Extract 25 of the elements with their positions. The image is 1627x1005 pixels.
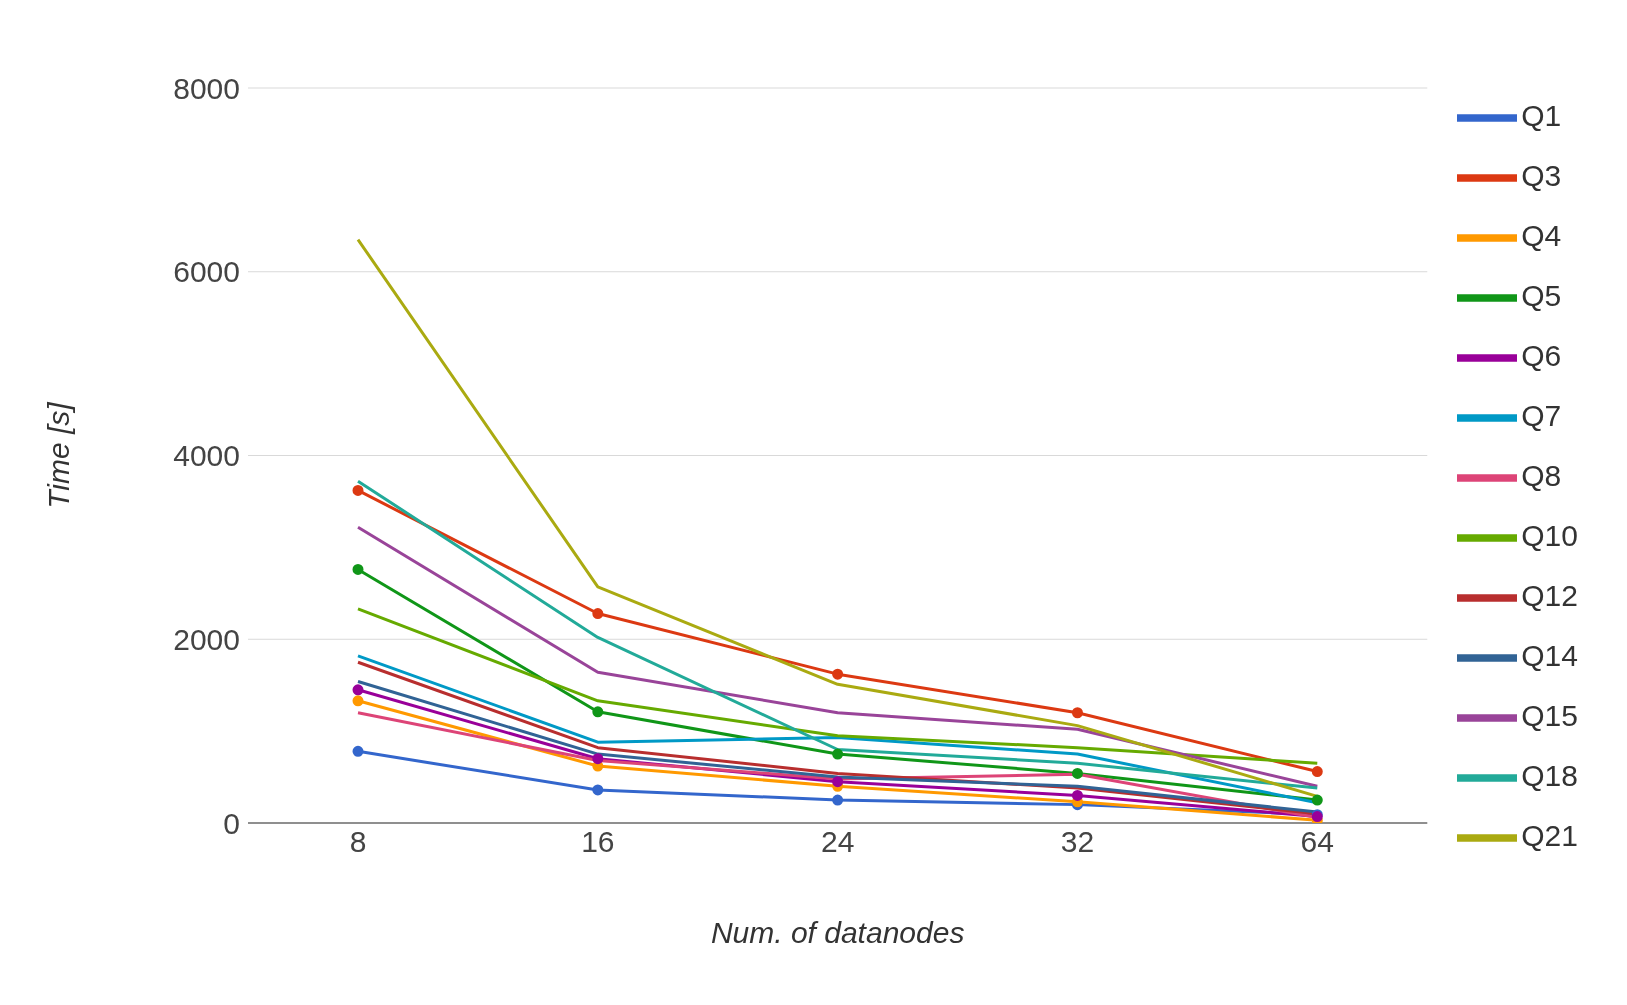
legend-label: Q1: [1521, 98, 1562, 132]
legend-label: Q15: [1521, 698, 1578, 732]
legend-label: Q10: [1521, 518, 1578, 552]
y-tick-label: 2000: [173, 622, 240, 656]
y-axis-title: Time [s]: [41, 401, 75, 509]
legend-label: Q6: [1521, 338, 1562, 372]
y-tick-label: 4000: [173, 439, 240, 473]
legend-label: Q12: [1521, 578, 1578, 612]
y-tick-label: 0: [223, 806, 240, 840]
legend-label: Q7: [1521, 398, 1562, 432]
legend-label: Q3: [1521, 158, 1562, 192]
legend-label: Q4: [1521, 218, 1562, 252]
x-tick-label: 64: [1300, 825, 1334, 859]
x-tick-label: 16: [581, 825, 615, 859]
x-tick-label: 8: [349, 825, 367, 859]
x-tick-label: 24: [820, 825, 855, 859]
legend-label: Q18: [1521, 758, 1578, 792]
x-tick-label: 32: [1060, 825, 1095, 859]
legend-label: Q14: [1521, 638, 1578, 672]
x-axis-title: Num. of datanodes: [710, 916, 965, 949]
y-tick-label: 6000: [173, 255, 240, 289]
legend-label: Q8: [1521, 458, 1562, 492]
y-tick-label: 8000: [173, 71, 240, 105]
legend-label: Q5: [1521, 278, 1562, 312]
legend-label: Q21: [1521, 818, 1578, 852]
